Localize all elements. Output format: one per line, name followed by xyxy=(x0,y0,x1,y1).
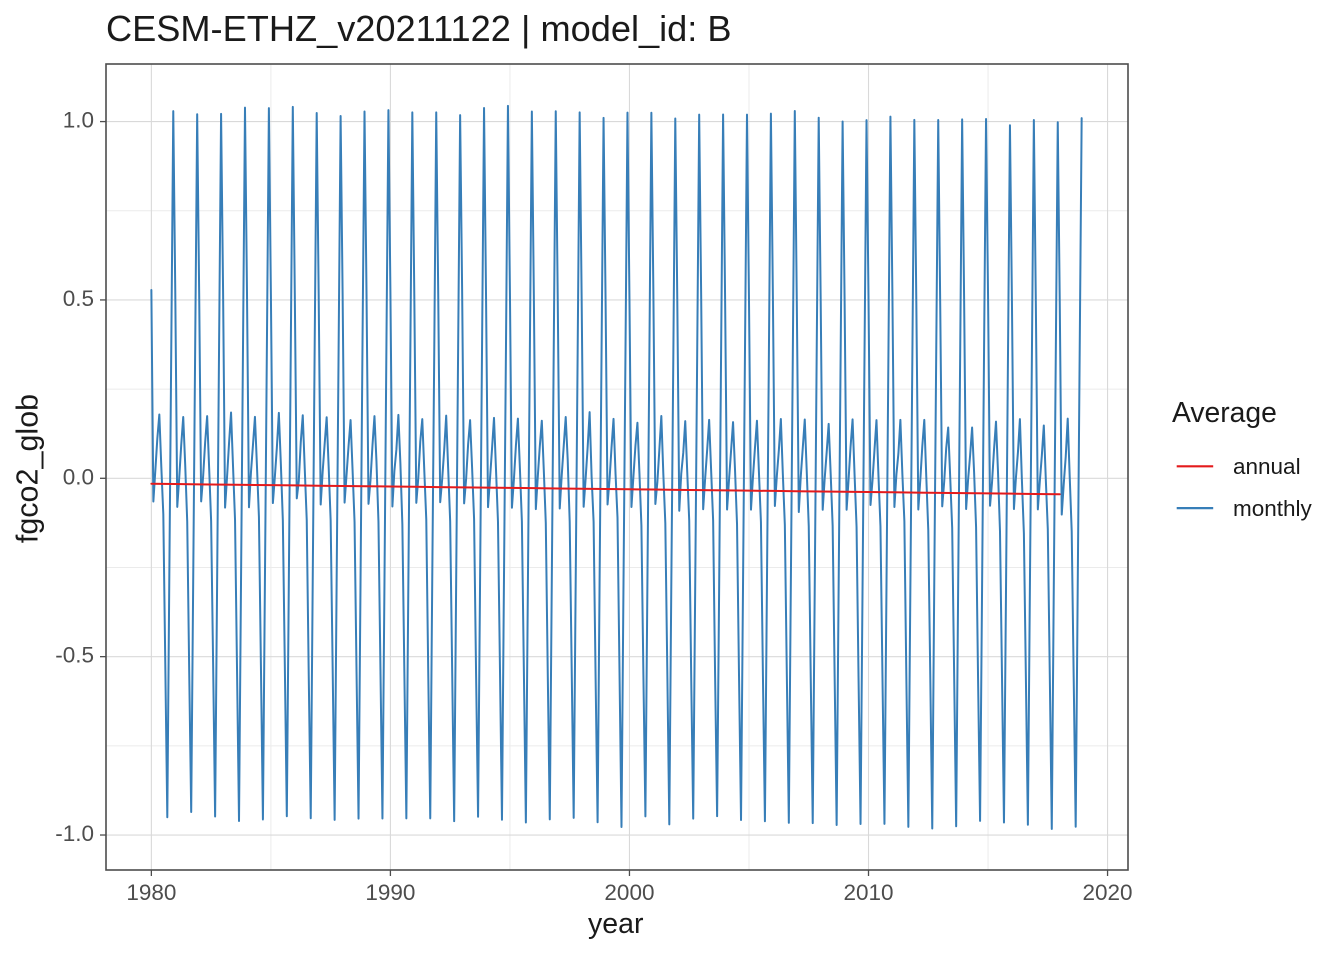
svg-text:2000: 2000 xyxy=(604,880,654,905)
svg-text:2010: 2010 xyxy=(843,880,893,905)
svg-text:1.0: 1.0 xyxy=(63,108,94,133)
svg-text:1990: 1990 xyxy=(365,880,415,905)
svg-text:1980: 1980 xyxy=(126,880,176,905)
svg-text:2020: 2020 xyxy=(1083,880,1133,905)
svg-text:0.5: 0.5 xyxy=(63,286,94,311)
svg-text:-0.5: -0.5 xyxy=(55,643,94,668)
svg-text:0.0: 0.0 xyxy=(63,464,94,489)
svg-text:-1.0: -1.0 xyxy=(55,821,94,846)
